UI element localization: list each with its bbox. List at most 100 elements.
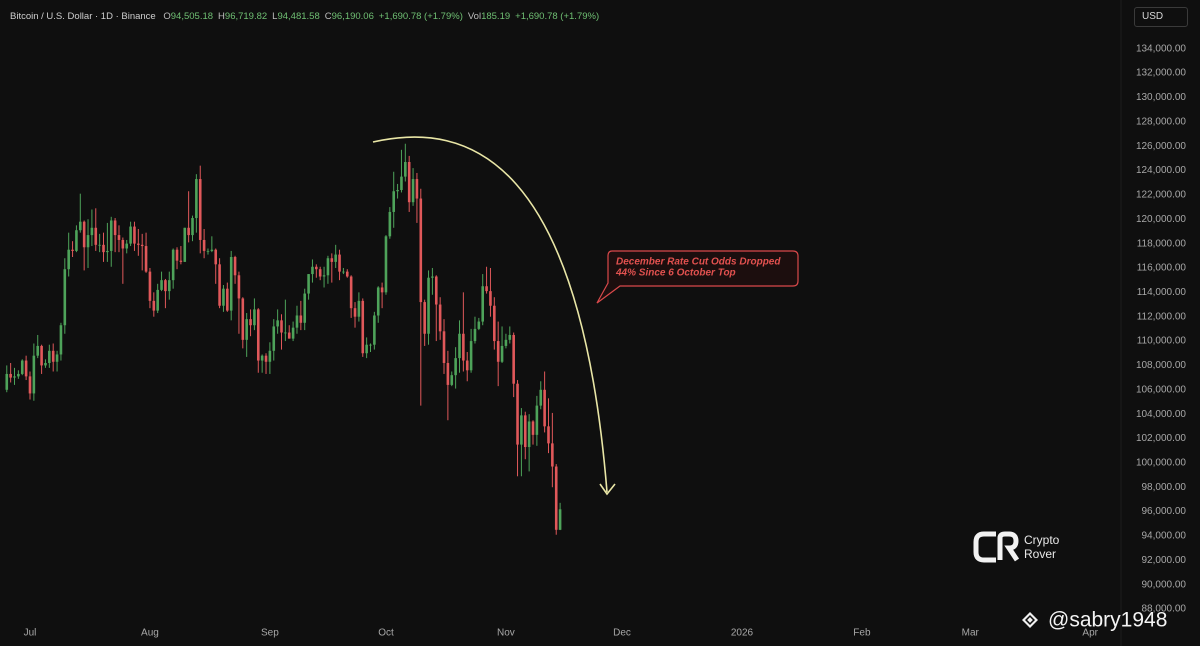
currency-button[interactable]: USD bbox=[1134, 7, 1188, 27]
candle-body bbox=[5, 373, 9, 390]
candle-body bbox=[78, 221, 82, 231]
candle bbox=[427, 270, 430, 345]
candle-body bbox=[349, 276, 353, 309]
candle bbox=[465, 352, 469, 382]
candle-body bbox=[369, 344, 372, 346]
candle-body bbox=[446, 362, 450, 385]
candle-body bbox=[55, 354, 59, 362]
candle-body bbox=[465, 360, 469, 371]
candle bbox=[167, 271, 171, 300]
candle bbox=[256, 308, 260, 373]
candle-body bbox=[473, 328, 477, 342]
candle bbox=[404, 143, 407, 182]
candle bbox=[431, 267, 434, 295]
candle bbox=[82, 220, 86, 271]
candle-body bbox=[106, 250, 109, 253]
candle-body bbox=[164, 280, 167, 292]
candle-body bbox=[160, 280, 163, 290]
candle-body bbox=[140, 244, 144, 247]
candle bbox=[539, 381, 543, 410]
candle bbox=[109, 216, 113, 267]
candle bbox=[90, 209, 94, 247]
candle-body bbox=[434, 276, 438, 305]
candle-body bbox=[13, 376, 16, 378]
candle bbox=[376, 286, 380, 323]
candle bbox=[477, 317, 481, 331]
candle-body bbox=[276, 320, 279, 327]
candle-body bbox=[303, 293, 307, 323]
candle-body bbox=[191, 218, 194, 236]
candle-body bbox=[260, 355, 264, 361]
candle bbox=[175, 247, 179, 270]
x-tick-label: Nov bbox=[497, 628, 515, 639]
y-tick-label: 98,000.00 bbox=[1142, 482, 1187, 493]
y-tick-label: 116,000.00 bbox=[1137, 263, 1187, 274]
candle bbox=[148, 267, 152, 309]
candle-body bbox=[148, 271, 152, 301]
candle-body bbox=[547, 426, 550, 444]
y-tick-label: 102,000.00 bbox=[1136, 433, 1186, 444]
candle bbox=[48, 344, 51, 368]
candle-body bbox=[183, 227, 187, 262]
candle-body bbox=[330, 258, 334, 262]
candle-body bbox=[489, 291, 492, 306]
candle bbox=[558, 502, 562, 531]
candle bbox=[489, 267, 492, 317]
candle bbox=[226, 282, 229, 312]
candle-body bbox=[388, 211, 392, 237]
candle bbox=[237, 271, 241, 334]
candle bbox=[51, 343, 55, 372]
candle bbox=[458, 320, 461, 373]
candle bbox=[59, 322, 63, 361]
candle bbox=[160, 271, 163, 292]
candle bbox=[218, 258, 221, 309]
candle-body bbox=[392, 191, 396, 212]
candle-body bbox=[175, 249, 179, 261]
field-value: 94,505.18 bbox=[170, 11, 214, 22]
candle-body bbox=[63, 269, 67, 326]
candle-body bbox=[36, 345, 40, 356]
candle bbox=[202, 228, 206, 259]
candle bbox=[462, 292, 465, 372]
candle-body bbox=[361, 300, 365, 354]
y-tick-label: 134,000.00 bbox=[1136, 43, 1186, 54]
y-tick-label: 126,000.00 bbox=[1136, 141, 1186, 152]
field-value: 96,190.06 bbox=[331, 11, 374, 22]
candle-body bbox=[249, 319, 252, 326]
candle-body bbox=[442, 331, 446, 363]
candle-body bbox=[287, 332, 291, 339]
candle bbox=[326, 255, 330, 284]
y-tick-label: 104,000.00 bbox=[1136, 409, 1186, 420]
candle-body bbox=[133, 226, 136, 244]
candle-body bbox=[202, 239, 206, 251]
candle-body bbox=[411, 179, 415, 203]
candle bbox=[400, 149, 403, 193]
candle bbox=[415, 172, 419, 223]
candle-body bbox=[500, 345, 504, 362]
candle-body bbox=[554, 466, 558, 530]
arrow-curve bbox=[372, 136, 608, 493]
candle bbox=[268, 342, 272, 374]
candle bbox=[78, 193, 82, 233]
y-tick-label: 124,000.00 bbox=[1136, 165, 1186, 176]
candle bbox=[191, 215, 194, 242]
candle-body bbox=[187, 227, 190, 236]
candle-body bbox=[171, 249, 175, 281]
candle bbox=[516, 380, 519, 477]
candle bbox=[450, 371, 454, 387]
candle-body bbox=[98, 244, 101, 246]
y-tick-label: 122,000.00 bbox=[1136, 190, 1186, 201]
candle bbox=[434, 275, 438, 342]
candle bbox=[299, 300, 303, 331]
candle-body bbox=[156, 289, 159, 311]
candle bbox=[520, 408, 523, 477]
candle-body bbox=[423, 302, 426, 334]
candle bbox=[195, 174, 198, 233]
candle-body bbox=[558, 509, 562, 530]
candle-body bbox=[75, 230, 78, 251]
candle bbox=[315, 264, 318, 278]
y-tick-label: 100,000.00 bbox=[1136, 458, 1186, 469]
candle bbox=[44, 359, 47, 368]
candle-body bbox=[551, 443, 554, 467]
